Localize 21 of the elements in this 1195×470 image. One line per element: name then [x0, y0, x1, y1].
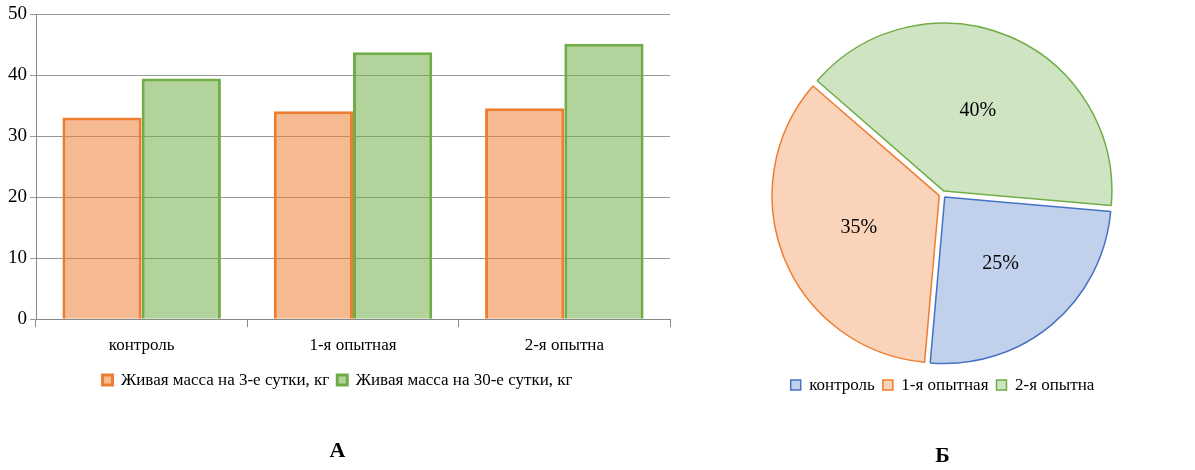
- data-label: 35%: [840, 215, 878, 238]
- legend-label: Живая масса на 3-е сутки, кг: [121, 369, 330, 389]
- y-tick-label: 40: [8, 63, 27, 85]
- y-tick-label: 50: [8, 2, 27, 24]
- data-label: 25%: [982, 250, 1019, 273]
- y-tick-label: 30: [8, 124, 27, 146]
- legend-label: контроль: [809, 374, 876, 394]
- legend-label: 1-я опытная: [901, 374, 989, 394]
- legend-label: 2-я опытна: [1014, 374, 1095, 394]
- text: Б: [935, 442, 950, 468]
- x-tick-label: 1-я опытная: [309, 334, 397, 354]
- y-tick-label: 10: [8, 246, 27, 268]
- bar: [273, 111, 353, 319]
- y-tick-label: 20: [8, 185, 27, 207]
- y-tick-label: 0: [17, 307, 27, 329]
- data-label: 40%: [959, 98, 997, 121]
- text: А: [329, 437, 346, 463]
- x-tick-label: контроль: [108, 334, 175, 354]
- x-tick-label: 2-я опытна: [524, 334, 605, 354]
- legend-label: Живая масса на 30-е сутки, кг: [355, 369, 573, 389]
- bar: [353, 52, 433, 319]
